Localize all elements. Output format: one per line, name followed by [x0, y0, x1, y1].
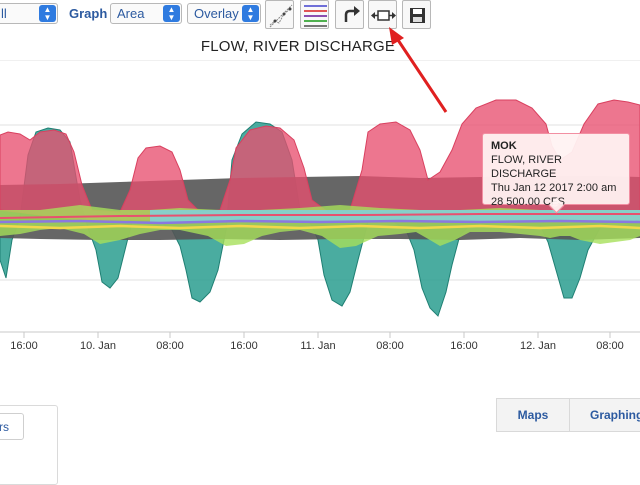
graph-type-select[interactable]: Area ▲ ▼	[110, 3, 182, 24]
legend-lines-icon	[304, 5, 327, 27]
bottom-tabs: Maps Graphing	[496, 398, 640, 432]
left-panel-button-label: rs	[0, 420, 9, 434]
overlay-mode-select-value: Overlay	[194, 6, 239, 21]
series-yellow-line	[0, 224, 640, 230]
tab-graphing[interactable]: Graphing	[590, 408, 640, 422]
data-tooltip: MOK FLOW, RIVER DISCHARGE Thu Jan 12 201…	[482, 133, 630, 214]
overlay-mode-select[interactable]: Overlay ▲ ▼	[187, 3, 261, 24]
station-select-value: ll	[1, 6, 7, 21]
select-arrows-icon: ▲ ▼	[242, 5, 259, 22]
x-tick-label: 10. Jan	[80, 340, 116, 352]
chart-title: FLOW, RIVER DISCHARGE	[200, 38, 396, 55]
x-tick-label: 16:00	[10, 340, 38, 352]
red-arrow-icon	[389, 27, 448, 113]
graph-label: Graph	[69, 6, 108, 21]
save-icon	[410, 8, 425, 23]
tooltip-datetime: Thu Jan 12 2017 2:00 am	[491, 182, 617, 194]
x-tick-label: 08:00	[596, 340, 624, 352]
expand-horizontal-button[interactable]	[368, 0, 397, 29]
tab-maps[interactable]: Maps	[497, 399, 570, 431]
expand-horizontal-icon	[371, 10, 396, 21]
save-button[interactable]	[402, 0, 431, 29]
x-tick-label: 08:00	[376, 340, 404, 352]
select-arrows-icon: ▲ ▼	[39, 5, 56, 22]
select-arrows-icon: ▲ ▼	[163, 5, 180, 22]
graph-type-select-value: Area	[117, 6, 145, 21]
tooltip-parameter: FLOW, RIVER DISCHARGE	[491, 154, 562, 180]
chart-plot: 16:00 10. Jan 08:00 16:00 11. Jan 08:00 …	[0, 60, 640, 352]
x-tick-label: 08:00	[156, 340, 184, 352]
tooltip-series-name: MOK	[491, 140, 517, 152]
chart-toolbar: ll ▲ ▼ Graph Area ▲ ▼ Overlay ▲ ▼	[0, 0, 640, 32]
series-purple-line	[0, 219, 640, 225]
x-tick-label: 16:00	[450, 340, 478, 352]
redo-button[interactable]	[335, 0, 364, 29]
legend-lines-button[interactable]	[300, 0, 329, 29]
left-panel-button[interactable]: rs	[0, 413, 24, 440]
trend-chart-button[interactable]	[265, 0, 294, 29]
x-tick-label: 12. Jan	[520, 340, 556, 352]
series-cyan-band	[150, 210, 640, 222]
redo-icon	[344, 6, 360, 22]
x-tick-marks	[23, 332, 611, 338]
x-tick-label: 16:00	[230, 340, 258, 352]
series-red-line	[0, 213, 640, 219]
x-tick-label: 11. Jan	[300, 340, 335, 352]
trend-chart-icon	[269, 4, 293, 28]
station-select[interactable]: ll ▲ ▼	[0, 3, 58, 24]
tooltip-value: 28 500.00 CFS	[491, 196, 565, 208]
